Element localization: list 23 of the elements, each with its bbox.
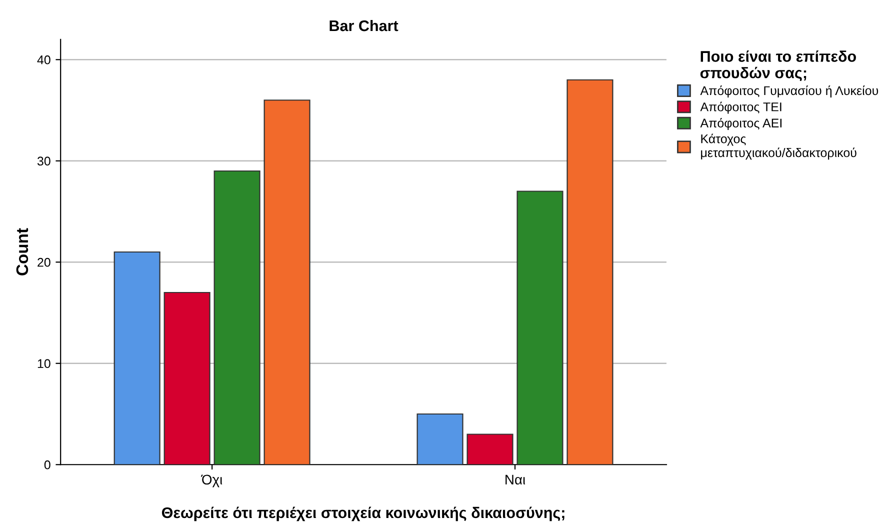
y-axis-title: Count [16, 228, 28, 276]
bar [164, 292, 210, 465]
bar [566, 79, 614, 465]
y-tick-label: 0 [44, 460, 50, 470]
x-tick-label: Όχι [201, 474, 222, 488]
bar [114, 251, 160, 465]
legend-label: Κάτοχος μεταπτυχιακού/διδακτορικού [701, 134, 856, 160]
bar [516, 190, 564, 465]
y-tick-label: 40 [37, 55, 50, 64]
bar [466, 434, 514, 465]
y-tick-label: 20 [38, 258, 50, 267]
legend-label: Απόφοιτος ΤΕΙ [700, 102, 782, 114]
x-axis-title: Θεωρείτε ότι περιέχει στοιχεία κοινωνικής δικαιοσύνης; [162, 506, 564, 522]
x-tick-label: Ναι [506, 474, 526, 485]
bar [416, 413, 464, 465]
legend-label: Απόφοιτος Γυμνασίου ή Λυκείου [700, 86, 878, 98]
bar [214, 170, 260, 465]
chart-title: Bar Chart [330, 20, 398, 32]
legend-label: Απόφοιτος ΑΕΙ [700, 118, 782, 130]
bar [264, 100, 310, 465]
legend-title: Ποιο είναι το επίπεδο σπουδών σας; [700, 50, 856, 82]
y-tick-label: 30 [37, 156, 50, 166]
y-tick-label: 10 [38, 359, 50, 368]
